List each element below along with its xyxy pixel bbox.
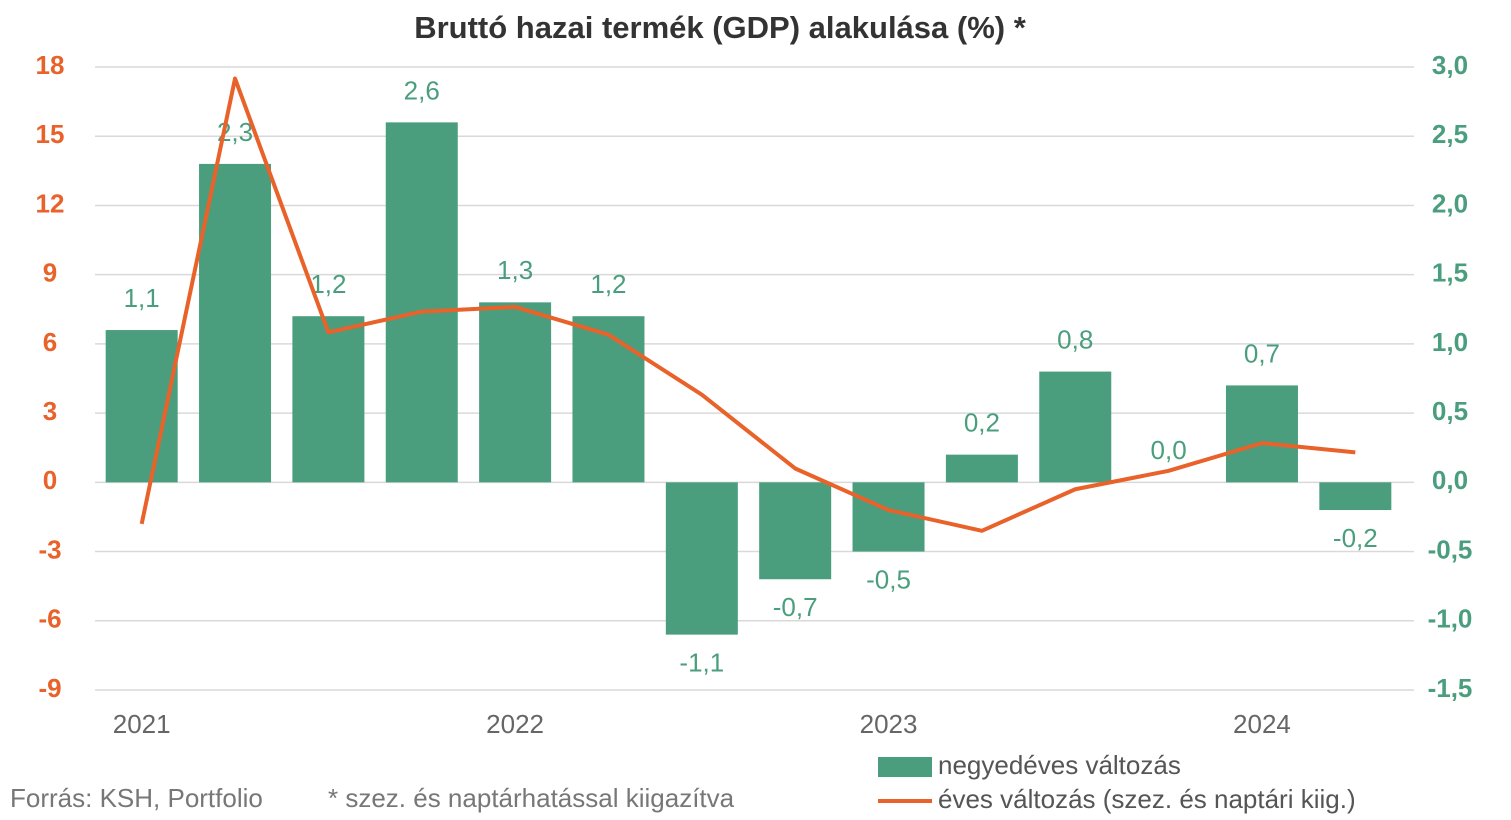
y2-tick-label: -1,5 [1428,673,1473,703]
y-tick-label: 6 [43,327,57,357]
x-tick-label: 2021 [113,709,171,739]
data-label: -0,2 [1333,523,1378,553]
y-tick-label: 12 [36,188,65,218]
legend-swatch [878,757,932,777]
data-label: 1,1 [124,283,160,313]
data-label: 0,2 [964,408,1000,438]
bar [199,163,272,483]
line [139,76,1356,533]
y-tick-label: 0 [43,465,57,495]
x-tick-label: 2024 [1233,709,1291,739]
legend-label: negyedéves változás [938,750,1181,780]
data-label: 0,0 [1151,435,1187,465]
source: Forrás: KSH, Portfolio [10,783,263,813]
bar [1319,482,1392,511]
data-label: -1,1 [679,647,724,677]
y2-tick-label: -0,5 [1428,534,1473,564]
x-tick-label: 2022 [486,709,544,739]
y-tick-label: -9 [38,673,61,703]
data-label: -0,5 [866,564,911,594]
y2-tick-label: 2,0 [1432,188,1468,218]
x-tick-label: 2023 [860,709,918,739]
bar [945,454,1018,483]
legend-label: éves változás (szez. és naptári kiig.) [938,784,1356,814]
note: * szez. és naptárhatással kiigazítva [328,783,735,813]
data-label: 1,3 [497,255,533,285]
y2-tick-label: 2,5 [1432,119,1468,149]
bar [665,482,738,635]
bar [292,316,365,483]
y2-tick-label: 1,0 [1432,327,1468,357]
y2-tick-label: -1,0 [1428,604,1473,634]
bar [479,302,552,483]
chart-title: Bruttó hazai termék (GDP) alakulása (%) … [414,10,1026,45]
bar [1225,385,1298,483]
data-label: 1,2 [590,269,626,299]
y-tick-label: -6 [38,604,61,634]
bar [385,122,458,483]
data-label: 2,6 [404,75,440,105]
y2-tick-label: 1,5 [1432,258,1468,288]
y-tick-label: 9 [43,258,57,288]
bar [572,316,645,483]
y-tick-label: 15 [36,119,65,149]
y-tick-label: -3 [38,534,61,564]
y2-tick-label: 0,5 [1432,396,1468,426]
data-label: 0,8 [1057,324,1093,354]
y2-tick-label: 0,0 [1432,465,1468,495]
y-tick-label: 18 [36,50,65,80]
data-label: 0,7 [1244,338,1280,368]
data-label: -0,7 [773,592,818,622]
bar [1039,371,1112,483]
bar [759,482,832,580]
y-tick-label: 3 [43,396,57,426]
y2-tick-label: 3,0 [1432,50,1468,80]
